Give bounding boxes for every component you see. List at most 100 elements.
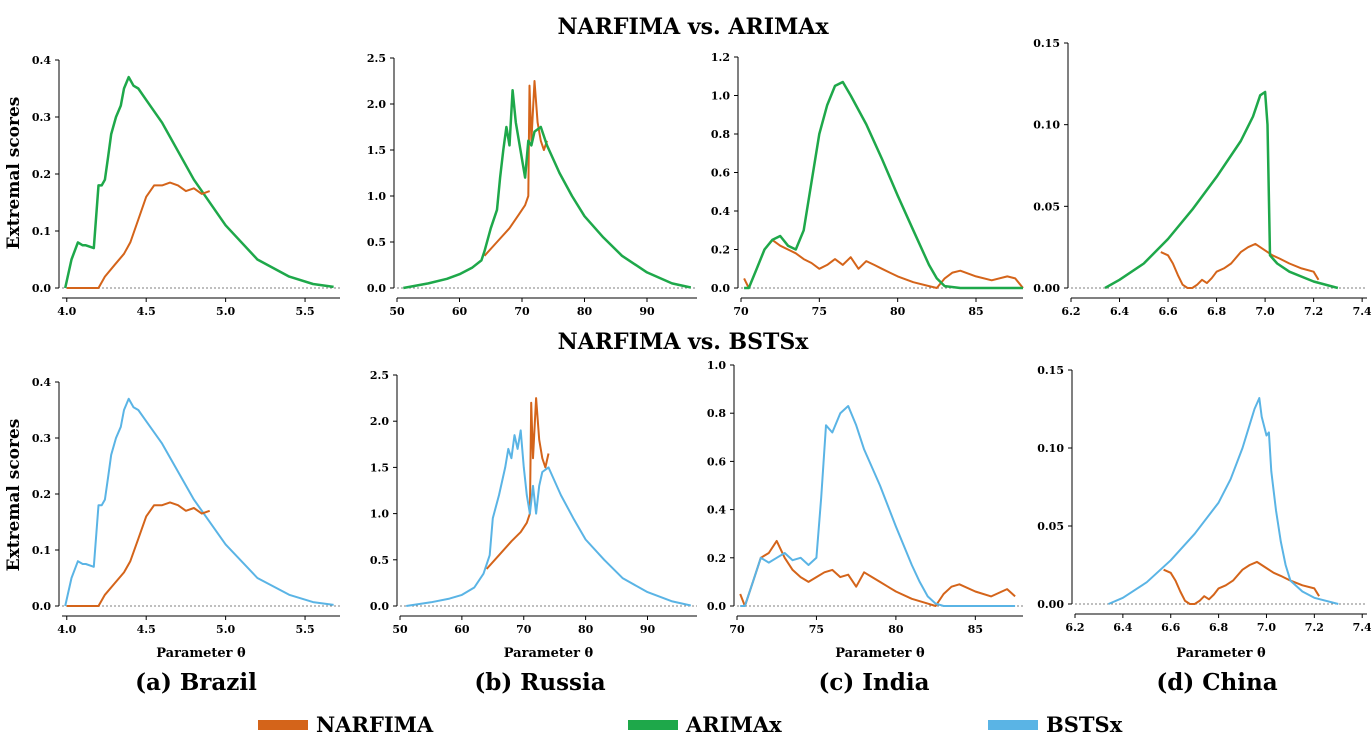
x-axis-title: Parameter θ (156, 646, 246, 661)
x-tick-label: 6.6 (1158, 305, 1177, 318)
legend: NARFIMA ARIMAx BSTSx (258, 712, 1123, 736)
y-tick-label: 2.0 (370, 415, 389, 428)
y-tick-label: 0.0 (370, 600, 389, 613)
x-tick-label: 4.5 (137, 305, 156, 318)
x-tick-label: 6.8 (1209, 621, 1228, 634)
y-tick-label: 0.15 (1033, 37, 1060, 50)
series-line-bstsx (64, 397, 334, 607)
x-tick-label: 6.2 (1061, 305, 1080, 318)
x-tick-label: 80 (577, 305, 593, 318)
legend-label-arimax: ARIMAx (685, 712, 782, 736)
x-tick-label: 7.4 (1353, 621, 1371, 634)
y-tick-label: 0.4 (711, 205, 730, 218)
x-tick-label: 60 (452, 305, 468, 318)
series-line-arimax (744, 80, 1023, 290)
y-tick-label: 0.1 (32, 225, 51, 238)
legend-label-narfima: NARFIMA (316, 712, 434, 736)
chart-china-arimax: 0.00 0.05 0.10 0.15 6.2 6.4 6.6 6.8 7.0 7.2 7.4 (1033, 37, 1371, 318)
caption-brazil: (a) Brazil (135, 669, 257, 696)
section-title-bstsx: NARFIMA vs. BSTSx (558, 329, 810, 355)
series-line-narfima (66, 181, 211, 289)
series-line-narfima (1163, 560, 1320, 605)
x-tick-label: 7.4 (1353, 305, 1371, 318)
x-tick-label: 6.6 (1161, 621, 1180, 634)
y-axis-title-top: Extremal scores (4, 97, 24, 250)
chart-china-bstsx: 0.00 0.05 0.10 0.15 6.2 6.4 6.6 6.8 7.0 7.2 7.4 Par… (1037, 364, 1371, 661)
y-axis-title-bottom: Extremal scores (4, 419, 24, 572)
y-tick-label: 0.5 (367, 236, 386, 249)
x-tick-label: 70 (514, 305, 530, 318)
series-line-arimax (63, 75, 334, 289)
legend-label-bstsx: BSTSx (1046, 712, 1123, 736)
x-tick-label: 50 (392, 623, 408, 636)
y-tick-label: 0.0 (707, 600, 726, 613)
x-tick-label: 5.5 (295, 305, 314, 318)
panels-group: 0.0 0.1 0.2 0.3 0.4 4.0 4.5 5.0 5.5 0.0 0.5 1.0 1.5 2… (32, 37, 1371, 661)
y-tick-label: 1.0 (370, 508, 389, 521)
series-line-narfima (66, 501, 211, 607)
x-tick-label: 85 (968, 623, 983, 636)
x-axis-title: Parameter θ (835, 646, 925, 661)
x-tick-label: 4.0 (57, 623, 76, 636)
y-tick-label: 0.2 (707, 552, 726, 565)
y-tick-label: 0.4 (32, 376, 51, 389)
x-tick-label: 5.0 (216, 305, 235, 318)
series-line-bstsx (740, 405, 1016, 607)
chart-brazil-arimax: 0.0 0.1 0.2 0.3 0.4 4.0 4.5 5.0 5.5 (32, 54, 340, 318)
x-tick-label: 6.2 (1065, 621, 1084, 634)
y-tick-label: 1.5 (367, 144, 386, 157)
series-line-narfima (743, 238, 1024, 289)
y-tick-label: 0.4 (707, 504, 726, 517)
y-tick-label: 0.10 (1037, 442, 1064, 455)
legend-swatch-arimax (628, 720, 678, 730)
y-tick-label: 0.0 (367, 282, 386, 295)
series-line-arimax (403, 88, 692, 290)
series-line-narfima (485, 397, 550, 570)
x-tick-label: 5.0 (216, 623, 235, 636)
legend-swatch-bstsx (988, 720, 1038, 730)
x-axis-title: Parameter θ (1176, 646, 1266, 661)
x-tick-label: 5.5 (295, 623, 314, 636)
y-tick-label: 0.6 (711, 167, 730, 180)
chart-india-arimax: 0.0 0.2 0.4 0.6 0.8 1.0 1.2 70 75 80 85 (711, 51, 1024, 318)
caption-china: (d) China (1156, 669, 1277, 696)
series-line-bstsx (406, 429, 692, 607)
x-tick-label: 80 (890, 305, 906, 318)
x-tick-label: 70 (733, 305, 749, 318)
y-tick-label: 0.5 (370, 554, 389, 567)
x-tick-label: 6.8 (1207, 305, 1226, 318)
y-tick-label: 0.1 (32, 544, 51, 557)
x-tick-label: 4.5 (137, 623, 156, 636)
chart-india-bstsx: 0.0 0.2 0.4 0.6 0.8 1.0 70 75 80 85 Parameter θ (707, 359, 1023, 661)
x-tick-label: 70 (516, 623, 532, 636)
series-line-bstsx (1108, 397, 1339, 605)
x-tick-label: 50 (389, 305, 405, 318)
series-line-narfima (739, 539, 1016, 607)
section-title-arimax: NARFIMA vs. ARIMAx (557, 14, 829, 40)
y-tick-label: 0.8 (707, 407, 726, 420)
y-tick-label: 1.0 (707, 359, 726, 372)
x-tick-label: 60 (454, 623, 470, 636)
y-tick-label: 1.2 (711, 51, 730, 64)
y-tick-label: 1.0 (711, 90, 730, 103)
y-tick-label: 0.2 (32, 488, 51, 501)
y-tick-label: 2.5 (370, 369, 389, 382)
y-tick-label: 0.00 (1033, 282, 1060, 295)
x-tick-label: 75 (812, 305, 827, 318)
chart-brazil-bstsx: 0.0 0.1 0.2 0.3 0.4 4.0 4.5 5.0 5.5 Parameter θ (32, 376, 340, 661)
caption-russia: (b) Russia (474, 669, 605, 696)
x-tick-label: 90 (639, 305, 655, 318)
series-line-arimax (1104, 90, 1339, 290)
y-tick-label: 1.5 (370, 461, 389, 474)
y-tick-label: 0.05 (1033, 200, 1060, 213)
caption-india: (c) India (819, 669, 930, 696)
y-tick-label: 0.0 (711, 282, 730, 295)
x-tick-label: 7.0 (1256, 305, 1275, 318)
x-axis-title: Parameter θ (504, 646, 594, 661)
x-tick-label: 6.4 (1113, 621, 1132, 634)
y-tick-label: 0.2 (32, 168, 51, 181)
y-tick-label: 1.0 (367, 190, 386, 203)
x-tick-label: 90 (640, 623, 656, 636)
series-line-narfima (1160, 242, 1320, 289)
